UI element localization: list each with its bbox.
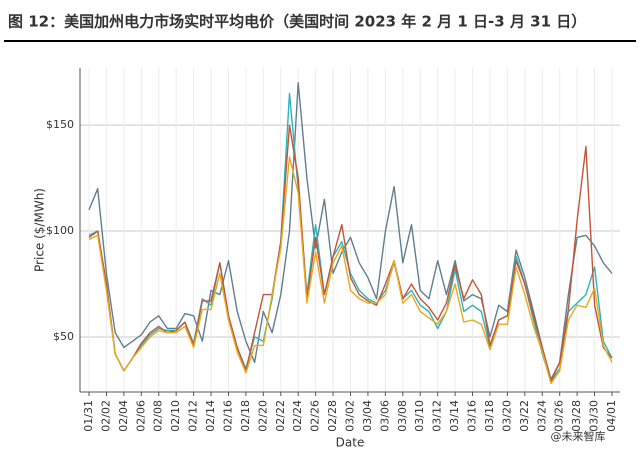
x-tick-label: 03/08 [396, 400, 409, 432]
x-tick-label: 03/06 [378, 400, 391, 432]
x-tick-label: 02/24 [291, 400, 304, 432]
x-tick-label: 03/14 [448, 400, 461, 432]
x-tick-label: 03/02 [344, 400, 357, 432]
x-tick-label: 03/18 [483, 400, 496, 432]
y-tick-label: $50 [53, 330, 74, 343]
x-tick-label: 03/10 [413, 400, 426, 432]
x-tick-label: 03/26 [553, 400, 566, 432]
x-tick-label: 02/22 [274, 400, 287, 432]
x-tick-label: 03/04 [361, 400, 374, 432]
x-tick-label: 01/31 [82, 400, 95, 432]
series-line [88, 82, 613, 380]
x-tick-label: 04/01 [605, 400, 618, 432]
chart-title: 图 12：美国加州电力市场实时平均电价（美国时间 2023 年 2 月 1 日-… [8, 13, 586, 31]
x-tick-label: 03/24 [535, 400, 548, 432]
y-axis-label: Price ($/MWh) [33, 188, 47, 272]
x-tick-label: 02/06 [134, 400, 147, 432]
x-tick-label: 03/22 [518, 400, 531, 432]
x-tick-label: 02/04 [117, 400, 130, 432]
x-tick-label: 02/16 [221, 400, 234, 432]
series-line [88, 156, 613, 385]
x-tick-label: 02/14 [204, 400, 217, 432]
x-axis-label: Date [336, 436, 365, 450]
x-tick-label: 03/12 [431, 400, 444, 432]
x-tick-label: 02/08 [152, 400, 165, 432]
x-tick-label: 02/20 [256, 400, 269, 432]
x-tick-label: 02/26 [309, 400, 322, 432]
x-tick-label: 02/18 [239, 400, 252, 432]
y-tick-label: $100 [46, 224, 74, 237]
x-tick-label: 02/10 [169, 400, 182, 432]
x-tick-label: 03/20 [500, 400, 513, 432]
x-tick-label: 02/12 [187, 400, 200, 432]
series-line [88, 124, 613, 383]
watermark: @未来智库 [551, 429, 606, 443]
x-tick-label: 03/28 [570, 400, 583, 432]
x-tick-label: 03/30 [588, 400, 601, 432]
x-tick-label: 02/28 [326, 400, 339, 432]
y-tick-label: $150 [46, 118, 74, 131]
x-tick-label: 02/02 [99, 400, 112, 432]
x-tick-label: 03/16 [466, 400, 479, 432]
